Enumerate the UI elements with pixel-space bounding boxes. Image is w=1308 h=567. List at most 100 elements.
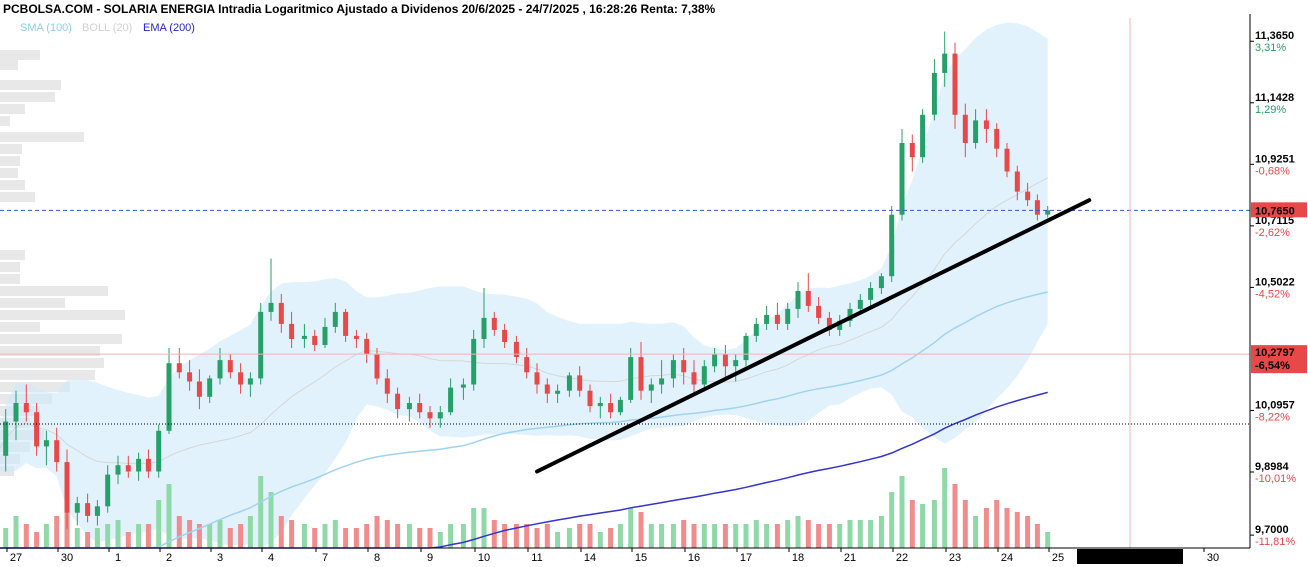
volume-profile-bar	[0, 144, 22, 154]
volume-bar	[374, 516, 380, 548]
candle	[524, 348, 530, 379]
volume-profile-bar	[0, 104, 25, 114]
candle	[227, 354, 233, 379]
volume-bar	[85, 532, 91, 548]
trendline[interactable]	[535, 198, 1092, 474]
volume-profile-bar	[0, 346, 100, 356]
time-tick-label: 21	[844, 552, 856, 564]
cursor-date-box	[1077, 549, 1183, 564]
volume-bar	[785, 520, 791, 548]
volume-bar	[502, 524, 508, 548]
candle	[207, 375, 213, 403]
volume-bar	[427, 528, 433, 548]
candle	[983, 109, 989, 143]
bollinger-band	[0, 22, 1048, 549]
volume-bar	[471, 508, 477, 548]
candle	[628, 348, 634, 403]
current-price-label: 10,7650	[1255, 205, 1295, 217]
volume-bar	[816, 524, 822, 548]
volume-bar	[406, 524, 412, 548]
candle	[743, 332, 749, 367]
candle	[1034, 194, 1040, 221]
volume-bar	[1034, 524, 1040, 548]
time-axis: 27 30 1 2 3 4 7 8 9 10 11 14 15 16 17 18 21 22 23 24 25 3028/…	[0, 547, 1250, 564]
volume-bar	[847, 520, 853, 548]
volume-bar	[187, 520, 193, 548]
volume-profile-bar	[0, 370, 95, 380]
volume-bar	[125, 532, 131, 548]
price-tick-label: 10,9251	[1255, 153, 1295, 165]
volume-profile-bar	[0, 50, 40, 60]
volume-bar	[196, 524, 202, 548]
volume-bars	[3, 468, 1051, 548]
volume-profile-bar	[0, 60, 18, 70]
price-tick-pct: -10,01%	[1255, 473, 1296, 485]
time-tick-label: 30	[1207, 552, 1219, 564]
candle	[364, 332, 370, 364]
volume-profile-bar	[0, 192, 35, 202]
volume-bar	[524, 524, 530, 548]
time-tick-label: 4	[268, 552, 274, 564]
volume-bar	[105, 524, 111, 548]
candle	[764, 305, 770, 330]
candle	[608, 393, 614, 419]
volume-bar	[878, 516, 884, 548]
volume-bar	[481, 508, 487, 548]
bollinger-mid-line	[0, 177, 1048, 465]
candle	[931, 59, 937, 121]
volume-bar	[258, 476, 264, 548]
volume-bar	[577, 524, 583, 548]
volume-bar	[931, 500, 937, 548]
candle	[826, 311, 832, 336]
candle	[795, 282, 801, 318]
volume-bar	[322, 524, 328, 548]
price-tick-pct: 3,31%	[1255, 42, 1286, 54]
volume-bar	[448, 524, 454, 548]
volume-bar	[701, 524, 707, 548]
volume-bar	[136, 524, 142, 548]
time-tick-label: 11	[531, 552, 542, 564]
time-tick-label: 8	[374, 552, 380, 564]
candle	[805, 273, 811, 312]
candle	[166, 348, 172, 434]
volume-profile-bar	[0, 156, 20, 166]
volume-bar	[774, 524, 780, 548]
price-tick-pct: -11,81%	[1255, 536, 1295, 548]
candle	[502, 323, 508, 348]
candle	[597, 396, 603, 419]
volume-bar	[555, 532, 561, 548]
volume-bar	[207, 524, 213, 548]
candle	[577, 366, 583, 397]
volume-bar	[795, 516, 801, 548]
volume-profile-bar	[0, 92, 55, 102]
candle	[774, 302, 780, 330]
candle	[54, 427, 60, 472]
volume-bar	[332, 520, 338, 548]
price-tick-pct: -4,52%	[1255, 288, 1290, 300]
volume-bar	[628, 508, 634, 548]
candle	[691, 360, 697, 394]
reference-price-pct: -6,54%	[1255, 360, 1290, 372]
candle	[43, 430, 49, 466]
time-tick-label: 17	[740, 552, 752, 564]
volume-bar	[973, 516, 979, 548]
time-tick-label: 24	[1001, 552, 1013, 564]
candle	[460, 378, 466, 400]
candle	[753, 317, 759, 342]
candle	[617, 396, 623, 416]
volume-profile-bar	[0, 310, 125, 320]
candle	[837, 314, 843, 336]
candle	[471, 329, 477, 391]
candle	[238, 363, 244, 394]
time-tick-label: 25	[1052, 552, 1064, 564]
volume-bar	[1025, 516, 1031, 548]
candle	[889, 206, 895, 283]
candle	[920, 109, 926, 163]
price-tick-label: 10,0957	[1255, 399, 1295, 411]
cursor-date-label: 28/7/2025 10:31 a	[1080, 552, 1170, 564]
volume-bar	[312, 528, 318, 548]
volume-bar	[670, 524, 676, 548]
candle	[878, 273, 884, 294]
